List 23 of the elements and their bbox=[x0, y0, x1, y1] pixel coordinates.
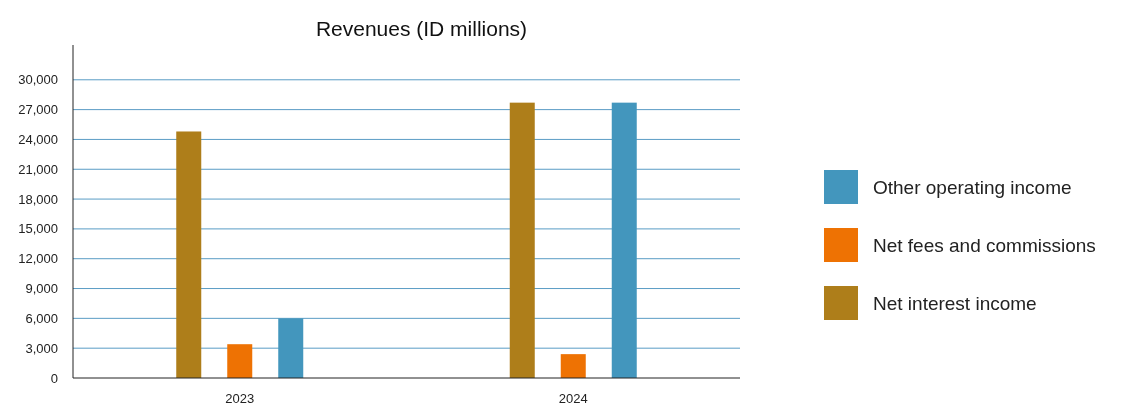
x-tick-label: 2023 bbox=[225, 391, 255, 405]
bar bbox=[227, 344, 253, 378]
bar bbox=[509, 102, 535, 378]
bar bbox=[176, 131, 202, 378]
y-tick-label: 18,000 bbox=[18, 191, 58, 207]
bar bbox=[560, 354, 586, 378]
bar bbox=[611, 102, 637, 378]
bar bbox=[278, 318, 304, 378]
chart-title: Revenues (ID millions) bbox=[315, 17, 528, 40]
legend-label: Net interest income bbox=[873, 292, 1037, 314]
x-tick-label: 2024 bbox=[558, 391, 588, 405]
legend-label: Net fees and commissions bbox=[873, 234, 1096, 256]
y-tick-label: 0 bbox=[50, 370, 58, 386]
y-tick-label: 6,000 bbox=[25, 310, 58, 326]
y-tick-label: 9,000 bbox=[25, 281, 58, 297]
y-tick-label: 3,000 bbox=[25, 340, 58, 356]
y-tick-label: 21,000 bbox=[18, 161, 58, 177]
y-tick-label: 12,000 bbox=[18, 251, 58, 267]
legend-label: Other operating income bbox=[873, 176, 1072, 198]
y-tick-label: 24,000 bbox=[18, 131, 58, 147]
y-tick-label: 30,000 bbox=[18, 72, 58, 88]
y-tick-label: 15,000 bbox=[18, 221, 58, 237]
y-tick-label: 27,000 bbox=[18, 102, 58, 118]
